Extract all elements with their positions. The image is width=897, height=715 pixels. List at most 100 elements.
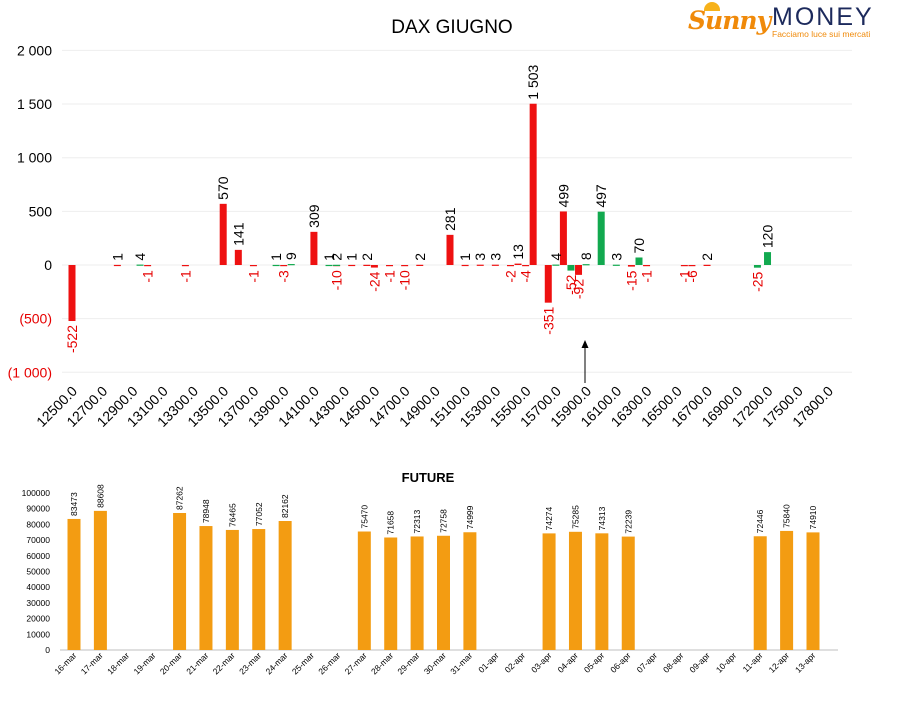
future-bar [568, 531, 582, 650]
data-label: -24 [366, 271, 382, 291]
bar [522, 265, 530, 267]
future-data-label: 82162 [280, 494, 290, 518]
bar [113, 264, 121, 267]
data-label: 1 [109, 253, 125, 261]
future-bar [278, 521, 292, 650]
y-tick-label: 1 000 [17, 150, 52, 166]
data-label: 2 [329, 253, 345, 261]
bar [575, 265, 583, 275]
future-x-tick-label: 16-mar [52, 650, 78, 676]
future-bar [199, 526, 213, 650]
y-tick-label: 40000 [26, 582, 50, 592]
data-label: 4 [548, 253, 564, 261]
bar [386, 265, 394, 267]
future-data-label: 75285 [570, 505, 580, 529]
future-x-tick-label: 09-apr [687, 650, 712, 675]
future-x-tick-label: 06-apr [608, 650, 633, 675]
future-x-tick-label: 02-apr [503, 650, 528, 675]
y-tick-label: 500 [29, 203, 53, 219]
data-label: 3 [487, 253, 503, 261]
y-tick-label: 1 500 [17, 96, 52, 112]
data-label: -92 [571, 279, 587, 299]
y-tick-label: (1 000) [8, 364, 52, 380]
future-x-tick-label: 18-mar [105, 650, 131, 676]
y-tick-label: (500) [19, 311, 52, 327]
bar [643, 265, 651, 267]
data-label: 1 [457, 253, 473, 261]
bar [567, 265, 575, 271]
future-data-label: 87262 [175, 486, 185, 510]
future-bar [753, 536, 767, 650]
future-x-tick-label: 31-mar [448, 650, 474, 676]
bar [597, 211, 605, 265]
data-label: -1 [639, 270, 655, 283]
bar [287, 264, 295, 266]
data-label: 2 [412, 253, 428, 261]
future-x-tick-label: 12-apr [767, 650, 792, 675]
data-label: -522 [64, 325, 80, 353]
data-label: -6 [684, 270, 700, 283]
sunny-money-logo: Sunny MONEY Facciamo luce sui mercati [686, 2, 891, 42]
bar [144, 265, 152, 267]
future-bar [463, 532, 477, 650]
bar [635, 257, 643, 265]
chart-title: DAX GIUGNO [391, 17, 512, 38]
sun-icon [704, 2, 720, 11]
data-label: -1 [177, 270, 193, 283]
data-label: 4 [132, 253, 148, 261]
bar [627, 265, 635, 267]
data-label: 120 [760, 225, 776, 249]
future-x-tick-label: 23-mar [237, 650, 263, 676]
future-x-tick-label: 24-mar [263, 650, 289, 676]
y-tick-label: 50000 [26, 567, 50, 577]
future-x-tick-label: 19-mar [131, 650, 157, 676]
y-tick-label: 0 [45, 645, 50, 655]
future-x-tick-label: 29-mar [395, 650, 421, 676]
bar [461, 264, 469, 267]
future-data-label: 74999 [465, 505, 475, 529]
future-bar [173, 512, 187, 650]
bar [136, 264, 144, 266]
data-label: -15 [623, 270, 639, 290]
bar [219, 203, 227, 265]
bar [582, 264, 590, 266]
data-label: 309 [306, 204, 322, 228]
future-x-tick-label: 10-apr [714, 650, 739, 675]
future-data-label: 77052 [254, 502, 264, 526]
bar [446, 234, 454, 265]
bar [612, 264, 620, 266]
future-x-tick-label: 13-apr [793, 650, 818, 675]
data-label: 13 [510, 244, 526, 260]
future-bar [780, 530, 794, 650]
data-label: -1 [245, 270, 261, 283]
bar [68, 265, 76, 322]
data-label: 1 503 [525, 64, 541, 99]
data-label: 570 [215, 176, 231, 200]
data-label: -1 [382, 270, 398, 283]
bar [764, 252, 772, 265]
logo-brand-sunny: Sunny [688, 6, 771, 35]
data-label: -3 [276, 270, 292, 283]
future-bar [225, 529, 239, 650]
future-x-tick-label: 25-mar [290, 650, 316, 676]
data-label: 141 [230, 222, 246, 246]
future-data-label: 88608 [95, 484, 105, 508]
data-label: 281 [442, 207, 458, 231]
future-x-tick-label: 04-apr [555, 650, 580, 675]
bar [181, 265, 189, 267]
bar [514, 263, 522, 265]
future-x-tick-label: 28-mar [369, 650, 395, 676]
bar [401, 265, 409, 267]
bar [348, 264, 356, 267]
data-label: 2 [699, 253, 715, 261]
logo-brand-money: MONEY [772, 3, 874, 31]
future-x-tick-label: 27-mar [343, 650, 369, 676]
future-x-tick-label: 30-mar [422, 650, 448, 676]
bar [363, 264, 371, 266]
data-label: -1 [676, 270, 692, 283]
bar [703, 264, 711, 266]
bar [234, 249, 242, 265]
bar [506, 265, 514, 267]
data-label: -351 [540, 306, 556, 334]
y-tick-label: 0 [44, 257, 52, 273]
